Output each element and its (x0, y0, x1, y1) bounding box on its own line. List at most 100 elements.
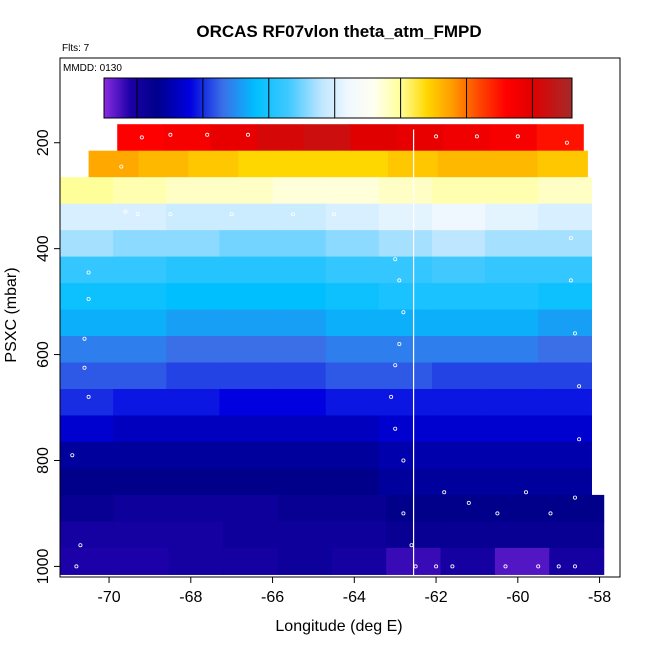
x-tick-label: -66 (261, 589, 284, 606)
x-axis: -70 -68 -66 -64 -62 -60 -58 (97, 577, 611, 606)
sample-point (397, 341, 402, 346)
heatmap-cell (60, 468, 114, 496)
heatmap-cell (378, 256, 433, 284)
heatmap-cell (431, 177, 486, 205)
heatmap-cell (325, 441, 380, 470)
heatmap-cell (277, 521, 333, 549)
heatmap-cell (272, 256, 327, 284)
heatmap-cell (272, 177, 327, 205)
heatmap-cell (494, 547, 550, 575)
heatmap-cell (485, 362, 539, 390)
heatmap-cell (60, 177, 114, 205)
sample-point (573, 331, 578, 336)
sample-point (401, 310, 406, 315)
heatmap-cell (431, 468, 486, 496)
sample-point (466, 500, 471, 505)
y-tick-label: 1000 (35, 549, 52, 585)
heatmap-cell (219, 388, 274, 417)
heatmap-cell (378, 203, 433, 231)
heatmap-cell (113, 256, 167, 284)
heatmap-cell (485, 177, 539, 205)
heatmap-cell (378, 415, 433, 443)
heatmap-cell (490, 124, 538, 152)
heatmap-cell (166, 177, 221, 205)
heatmap-cell (219, 256, 274, 284)
sample-point (389, 394, 394, 399)
sample-point (331, 212, 336, 217)
sample-point (82, 365, 87, 370)
heatmap-cell (60, 203, 114, 231)
heatmap-cell (223, 547, 279, 575)
heatmap-cell (166, 362, 221, 390)
heatmap-cell (166, 468, 221, 496)
heatmap-cell (431, 415, 486, 443)
heatmap-cell (325, 388, 380, 417)
heatmap-cell (437, 150, 489, 178)
heatmap-cell (350, 124, 398, 152)
sample-point (548, 511, 553, 516)
heatmap-cell (549, 521, 605, 549)
heatmap-cell (113, 177, 167, 205)
heatmap-cell (431, 309, 486, 337)
heatmap-cell (114, 547, 170, 575)
heatmap-cell (113, 415, 167, 443)
heatmap-cell (440, 547, 496, 575)
heatmap-cell (114, 521, 170, 549)
heatmap-cell (219, 309, 274, 337)
heatmap-cell (60, 230, 114, 258)
heatmap-cell (538, 203, 592, 231)
heatmap-cell (440, 494, 496, 522)
heatmap-cell (443, 124, 491, 152)
heatmap-cell (431, 283, 486, 311)
heatmap-cell (272, 468, 327, 496)
heatmap-cell (538, 336, 592, 364)
heatmap-cell (219, 441, 274, 470)
heatmap-cell (485, 336, 539, 364)
heatmap-cell (272, 309, 327, 337)
sample-point (568, 278, 573, 283)
heatmap-cell (223, 494, 279, 522)
heatmap-cell (114, 494, 170, 522)
heatmap-cell (431, 441, 486, 470)
heatmap-cell (60, 388, 114, 417)
sample-point (524, 490, 529, 495)
sample-point (393, 426, 398, 431)
heatmap-cell (166, 256, 221, 284)
heatmap-cell (163, 124, 212, 152)
heatmap-cell (272, 230, 327, 258)
sample-point (573, 564, 578, 569)
heatmap-cell (166, 415, 221, 443)
colorbar (103, 77, 573, 119)
heatmap-cell (485, 388, 539, 417)
sample-point (74, 564, 79, 569)
sample-point (123, 209, 128, 214)
heatmap-cell (325, 468, 380, 496)
heatmap-cell (536, 124, 584, 152)
heatmap-cell (277, 494, 333, 522)
x-axis-label: Longitude (deg E) (275, 618, 402, 635)
sample-point (515, 134, 520, 139)
sample-point (119, 164, 124, 169)
heatmap-cell (538, 441, 592, 470)
heatmap-cell (494, 521, 550, 549)
heatmap-cell (113, 468, 167, 496)
heatmap-cell (485, 283, 539, 311)
heatmap-cell (325, 362, 380, 390)
sample-point (229, 212, 234, 217)
sample-point (86, 394, 91, 399)
x-tick-label: -62 (424, 589, 447, 606)
heatmap-cell (325, 309, 380, 337)
heatmap-cell (378, 177, 433, 205)
heatmap-cell (60, 283, 114, 311)
y-axis: 200 400 600 800 1000 (35, 129, 60, 584)
heatmap-cell (257, 124, 305, 152)
heatmap-cell (219, 336, 274, 364)
sample-point (434, 564, 439, 569)
plot-frame (59, 57, 621, 578)
heatmap-cell (337, 150, 389, 178)
heatmap-cell (219, 203, 274, 231)
heatmap-cell (485, 415, 539, 443)
heatmap-cell (538, 468, 592, 496)
heatmap-cell (325, 177, 380, 205)
sample-point (205, 132, 210, 137)
